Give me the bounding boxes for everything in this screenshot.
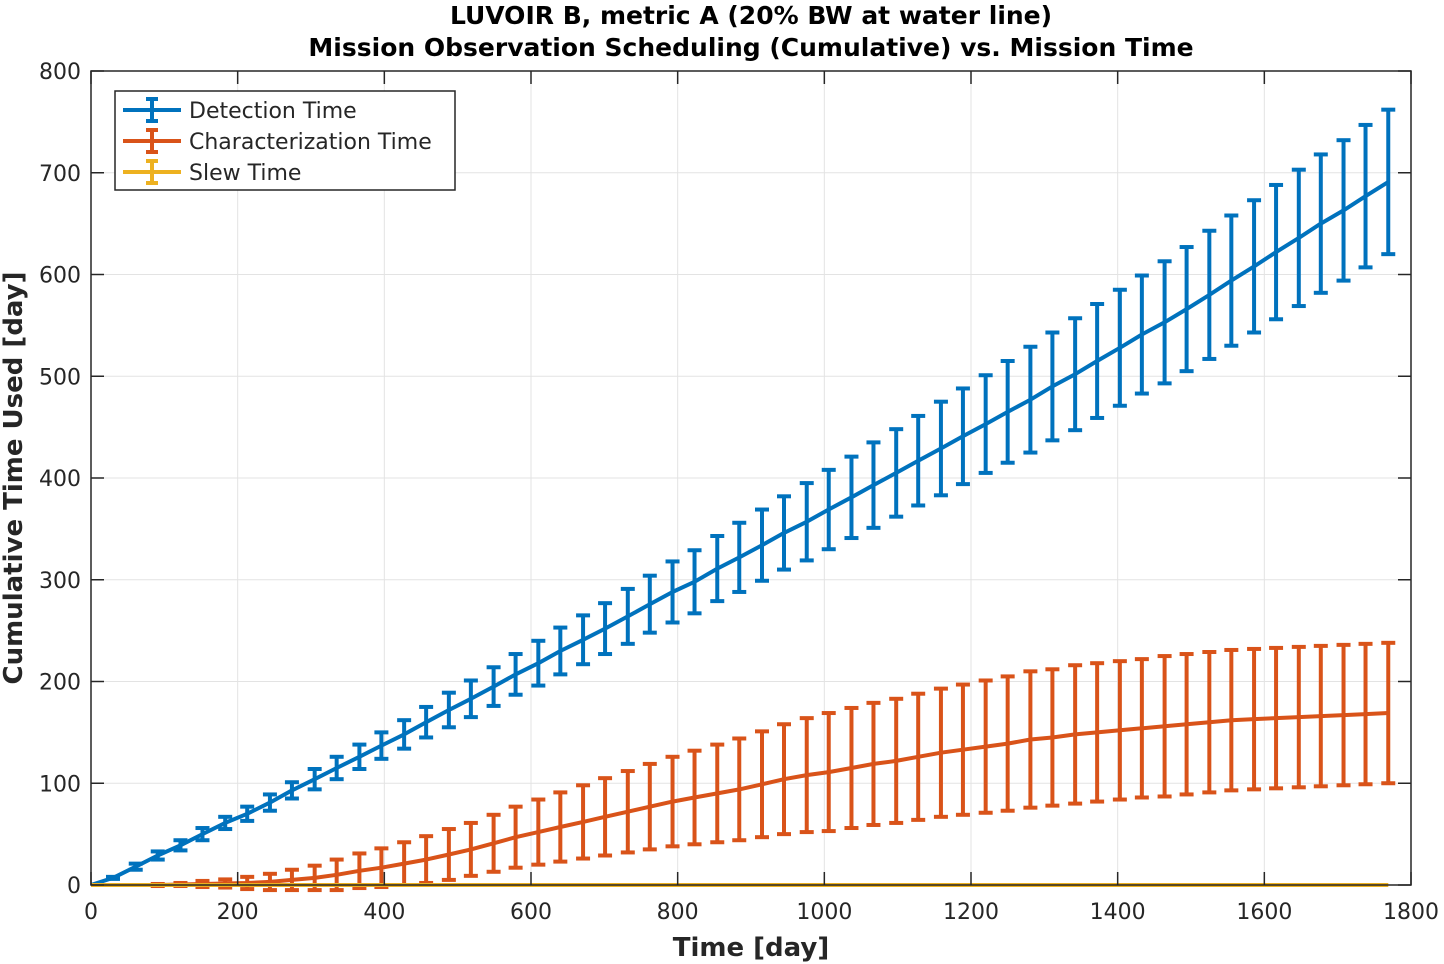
x-tick-label: 400 (363, 900, 405, 925)
series-characterization-time (91, 640, 1396, 893)
legend-label: Slew Time (189, 161, 301, 186)
legend-label: Characterization Time (189, 130, 432, 155)
x-tick-labels: 0 200 400 600 800 1000 1200 1400 1600 1800 (84, 900, 1439, 925)
tick-marks (90, 70, 1412, 886)
y-tick-label: 0 (67, 874, 81, 899)
y-tick-label: 500 (39, 365, 81, 390)
y-tick-label: 400 (39, 467, 81, 492)
series-line (90, 180, 1390, 887)
y-axis-label: Cumulative Time Used [day] (0, 271, 29, 684)
legend-label: Detection Time (189, 99, 357, 124)
y-tick-labels: 0 100 200 300 400 500 600 700 800 (39, 60, 81, 899)
chart-title: LUVOIR B, metric A (20% BW at water line… (450, 1, 1052, 30)
y-tick-label: 700 (39, 162, 81, 187)
legend-entry: Detection Time (123, 97, 357, 124)
y-tick-label: 100 (39, 772, 81, 797)
legend-entry: Characterization Time (123, 128, 432, 155)
x-axis-label: Time [day] (673, 933, 830, 963)
x-tick-label: 0 (84, 900, 98, 925)
y-tick-label: 600 (39, 264, 81, 289)
x-tick-label: 1000 (796, 900, 852, 925)
chart-subtitle: Mission Observation Scheduling (Cumulati… (308, 33, 1193, 62)
x-tick-label: 1400 (1090, 900, 1146, 925)
x-tick-label: 1200 (943, 900, 999, 925)
x-tick-label: 800 (657, 900, 699, 925)
x-tick-label: 200 (217, 900, 259, 925)
legend-entry: Slew Time (123, 159, 301, 186)
y-tick-label: 300 (39, 569, 81, 594)
x-tick-label: 1600 (1236, 900, 1292, 925)
series-line (91, 711, 1389, 887)
y-tick-label: 800 (39, 60, 81, 85)
series-detection-time (90, 107, 1396, 887)
y-tick-label: 200 (39, 671, 81, 696)
legend: Detection Time Characterization Time Slew … (114, 90, 456, 191)
x-tick-label: 600 (510, 900, 552, 925)
x-tick-label: 1800 (1383, 900, 1439, 925)
